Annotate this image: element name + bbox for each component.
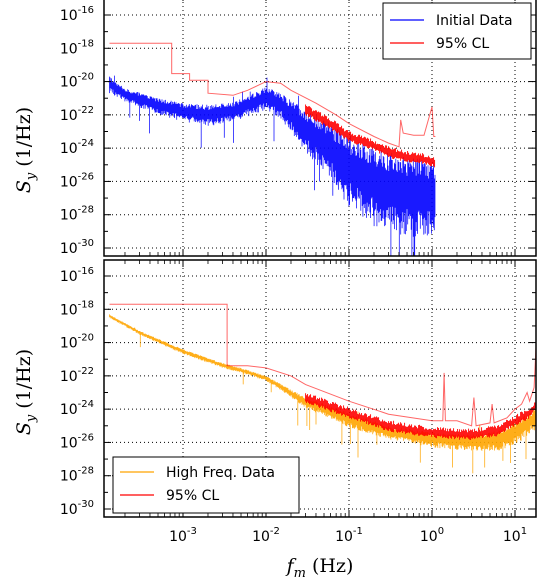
bottom-legend: High Freq. Data 95% CL <box>112 456 300 514</box>
bottom-plot-frame <box>103 259 537 518</box>
bottom-ticks <box>104 260 536 517</box>
bottom-legend-label-high-freq: High Freq. Data <box>166 465 275 481</box>
x-tick-label: 10-2 <box>252 526 280 545</box>
y-tick-label: 10-16 <box>60 266 94 285</box>
y-tick-label: 10-20 <box>60 333 94 352</box>
y-tick-label: 10-28 <box>60 466 94 485</box>
top-ticks <box>104 0 536 256</box>
x-tick-label: 100 <box>420 526 444 545</box>
bottom-legend-box <box>112 456 300 514</box>
bottom-y-axis-label: Sy (1/Hz) <box>13 349 39 435</box>
bottom-legend-label-95cl: 95% CL <box>166 488 219 504</box>
y-tick-label: 10-18 <box>60 38 94 57</box>
series-95cl-fringe <box>305 393 536 440</box>
top-y-tick-labels: 10-16 10-18 10-20 10-22 10-24 10-26 10-28 10-30 <box>60 5 94 257</box>
series-data-band <box>109 314 536 474</box>
y-tick-label: 10-30 <box>60 238 94 257</box>
x-axis-label: fm (Hz) <box>285 555 354 581</box>
y-tick-label: 10-24 <box>60 399 94 418</box>
top-y-axis-label-text: Sy (1/Hz) <box>13 107 39 193</box>
x-axis-label-text: fm (Hz) <box>285 555 354 581</box>
top-y-axis-label: Sy (1/Hz) <box>13 107 39 193</box>
bottom-x-tick-labels: 10-3 10-2 10-1 100 101 <box>169 526 527 545</box>
x-tick-label: 101 <box>503 526 527 545</box>
y-tick-label: 10-16 <box>60 5 94 24</box>
top-legend-box <box>382 2 532 60</box>
top-panel: 10-16 10-18 10-20 10-22 10-24 10-26 10-28 10-30… <box>13 0 537 257</box>
bottom-panel: 10-16 10-18 10-20 10-22 10-24 10-26 10-28 10-30… <box>13 259 537 581</box>
top-legend: Initial Data 95% CL <box>382 2 532 60</box>
series-95cl-line <box>109 303 536 427</box>
y-tick-label: 10-22 <box>60 105 94 124</box>
top-grid <box>104 0 536 256</box>
top-plot <box>109 42 436 256</box>
y-tick-label: 10-30 <box>60 499 94 518</box>
y-tick-label: 10-26 <box>60 432 94 451</box>
top-plot-frame <box>103 0 537 257</box>
bottom-plot <box>109 303 536 474</box>
y-tick-label: 10-24 <box>60 138 94 157</box>
series-95cl-fringe <box>305 104 436 168</box>
y-tick-label: 10-18 <box>60 299 94 318</box>
series-95cl-line <box>109 42 436 148</box>
series-data-band <box>109 75 436 256</box>
y-tick-label: 10-28 <box>60 205 94 224</box>
y-tick-label: 10-22 <box>60 366 94 385</box>
y-tick-label: 10-26 <box>60 171 94 190</box>
x-tick-label: 10-1 <box>335 526 363 545</box>
bottom-y-tick-labels: 10-16 10-18 10-20 10-22 10-24 10-26 10-28 10-30 <box>60 266 94 518</box>
top-legend-label-initial-data: Initial Data <box>436 13 513 29</box>
bottom-y-axis-label-text: Sy (1/Hz) <box>13 349 39 435</box>
top-legend-label-95cl: 95% CL <box>436 36 489 52</box>
x-tick-label: 10-3 <box>169 526 197 545</box>
y-tick-label: 10-20 <box>60 72 94 91</box>
